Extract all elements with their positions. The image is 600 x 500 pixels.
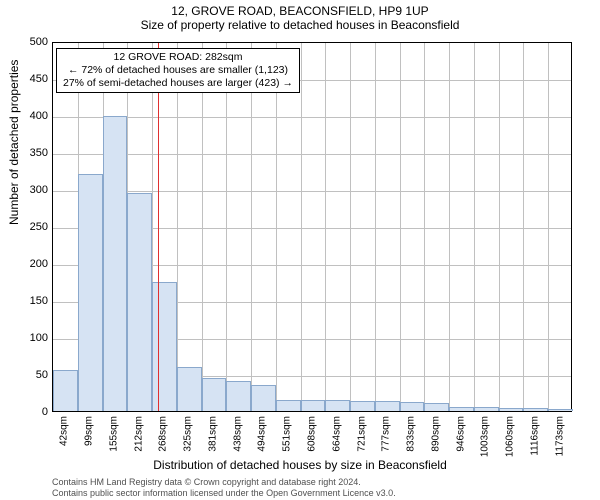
gridline-v bbox=[251, 43, 252, 411]
gridline-v bbox=[424, 43, 425, 411]
histogram-bar bbox=[474, 407, 499, 411]
x-tick: 212sqm bbox=[133, 416, 144, 452]
x-tick: 890sqm bbox=[430, 416, 441, 452]
reference-line bbox=[158, 43, 159, 411]
histogram-bar bbox=[226, 381, 251, 411]
x-tick: 833sqm bbox=[406, 416, 417, 452]
histogram-bar bbox=[276, 400, 301, 411]
gridline-v bbox=[449, 43, 450, 411]
y-tick: 150 bbox=[8, 295, 48, 307]
gridline-v bbox=[276, 43, 277, 411]
x-tick: 721sqm bbox=[356, 416, 367, 452]
x-tick: 155sqm bbox=[108, 416, 119, 452]
gridline-v bbox=[301, 43, 302, 411]
annotation-line-2: ← 72% of detached houses are smaller (1,… bbox=[63, 64, 293, 77]
plot-region bbox=[52, 42, 572, 412]
x-tick: 494sqm bbox=[257, 416, 268, 452]
x-tick: 664sqm bbox=[331, 416, 342, 452]
gridline-v bbox=[350, 43, 351, 411]
gridline-v bbox=[548, 43, 549, 411]
gridline-v bbox=[177, 43, 178, 411]
gridline-v bbox=[226, 43, 227, 411]
x-tick: 1003sqm bbox=[480, 416, 491, 457]
x-tick: 99sqm bbox=[84, 416, 95, 446]
histogram-bar bbox=[523, 408, 548, 411]
gridline-v bbox=[375, 43, 376, 411]
histogram-bar bbox=[53, 370, 78, 411]
x-tick: 551sqm bbox=[282, 416, 293, 452]
footer-line-1: Contains HM Land Registry data © Crown c… bbox=[52, 477, 396, 487]
page-title-subtitle: Size of property relative to detached ho… bbox=[0, 18, 600, 32]
x-tick: 1060sqm bbox=[505, 416, 516, 457]
x-tick: 1116sqm bbox=[529, 416, 540, 456]
y-tick: 50 bbox=[8, 369, 48, 381]
gridline-v bbox=[474, 43, 475, 411]
y-tick-labels: 050100150200250300350400450500 bbox=[8, 42, 52, 412]
footer-attribution: Contains HM Land Registry data © Crown c… bbox=[52, 477, 396, 498]
annotation-line-1: 12 GROVE ROAD: 282sqm bbox=[63, 51, 293, 64]
histogram-bar bbox=[152, 282, 177, 412]
y-tick: 500 bbox=[8, 36, 48, 48]
x-tick: 777sqm bbox=[381, 416, 392, 452]
gridline-v bbox=[523, 43, 524, 411]
y-tick: 300 bbox=[8, 184, 48, 196]
gridline-v bbox=[202, 43, 203, 411]
gridline-v bbox=[400, 43, 401, 411]
page-title-address: 12, GROVE ROAD, BEACONSFIELD, HP9 1UP bbox=[0, 4, 600, 18]
gridline-h bbox=[53, 117, 571, 118]
y-tick: 250 bbox=[8, 221, 48, 233]
histogram-bar bbox=[177, 367, 202, 411]
x-axis-label: Distribution of detached houses by size … bbox=[0, 458, 600, 472]
histogram-bar bbox=[375, 401, 400, 411]
x-tick: 268sqm bbox=[158, 416, 169, 452]
annotation-line-3: 27% of semi-detached houses are larger (… bbox=[63, 77, 293, 90]
gridline-v bbox=[499, 43, 500, 411]
histogram-bar bbox=[350, 401, 375, 411]
histogram-bar bbox=[78, 174, 103, 411]
histogram-bar bbox=[499, 408, 524, 411]
histogram-bar bbox=[251, 385, 276, 411]
gridline-v bbox=[325, 43, 326, 411]
histogram-bar bbox=[424, 403, 449, 411]
histogram-bar bbox=[127, 193, 152, 411]
histogram-bar bbox=[202, 378, 227, 411]
y-tick: 450 bbox=[8, 73, 48, 85]
x-tick: 1173sqm bbox=[554, 416, 565, 456]
histogram-bar bbox=[400, 402, 425, 411]
y-tick: 350 bbox=[8, 147, 48, 159]
histogram-bar bbox=[103, 116, 128, 411]
x-tick: 438sqm bbox=[232, 416, 243, 452]
histogram-bar bbox=[449, 407, 474, 411]
annotation-box: 12 GROVE ROAD: 282sqm ← 72% of detached … bbox=[56, 48, 300, 93]
y-tick: 100 bbox=[8, 332, 48, 344]
histogram-bar bbox=[301, 400, 326, 411]
y-tick: 0 bbox=[8, 406, 48, 418]
x-tick: 946sqm bbox=[455, 416, 466, 452]
x-tick: 608sqm bbox=[307, 416, 318, 452]
x-tick: 325sqm bbox=[183, 416, 194, 452]
y-tick: 200 bbox=[8, 258, 48, 270]
histogram-bar bbox=[325, 400, 350, 411]
x-tick: 381sqm bbox=[207, 416, 218, 452]
x-tick: 42sqm bbox=[59, 416, 70, 446]
footer-line-2: Contains public sector information licen… bbox=[52, 488, 396, 498]
gridline-h bbox=[53, 154, 571, 155]
chart-area: 050100150200250300350400450500 42sqm99sq… bbox=[52, 42, 572, 412]
y-tick: 400 bbox=[8, 110, 48, 122]
histogram-bar bbox=[548, 409, 573, 411]
